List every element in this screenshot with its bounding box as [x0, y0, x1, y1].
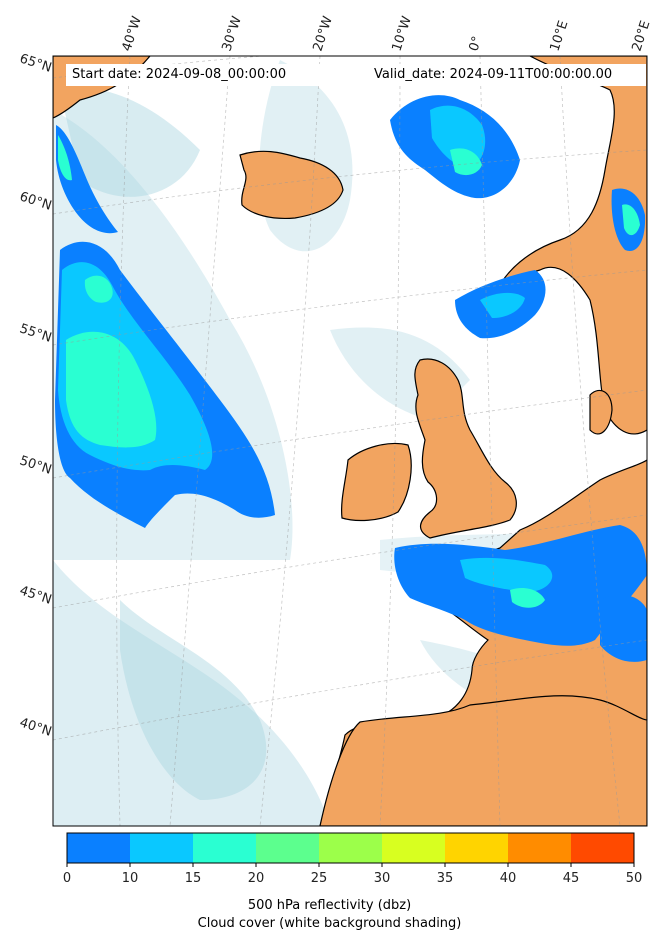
colorbar-segment — [67, 833, 131, 863]
reflectivity-field — [55, 95, 647, 662]
land-great-britain — [414, 358, 517, 539]
colorbar-tick-label: 30 — [374, 871, 391, 886]
longitude-labels: 40°W 30°W 20°W 10°W 0° 10°E 20°E — [120, 14, 654, 53]
lat-label: 55°N — [18, 321, 54, 345]
lon-label: 30°W — [220, 14, 245, 53]
colorbar-segment — [571, 833, 635, 863]
latitude-labels: 65°N 60°N 55°N 50°N 45°N 40°N — [18, 51, 54, 739]
colorbar-tick-label: 10 — [122, 871, 139, 886]
colorbar-segment — [256, 833, 320, 863]
colorbar-label-reflectivity: 500 hPa reflectivity (dbz) — [247, 898, 412, 913]
colorbar-tick-label: 45 — [563, 871, 580, 886]
colorbar-label-cloud-cover: Cloud cover (white background shading) — [197, 916, 462, 931]
lon-label: 20°W — [311, 14, 336, 53]
colorbar-segment — [319, 833, 383, 863]
lat-label: 40°N — [18, 715, 54, 739]
colorbar-tick-label: 40 — [500, 871, 517, 886]
colorbar-frame — [66, 832, 635, 864]
colorbar-segment — [193, 833, 257, 863]
colorbar-tick-label: 50 — [626, 871, 643, 886]
colorbar-tick-label: 20 — [248, 871, 265, 886]
colorbar-segment — [130, 833, 194, 863]
colorbar-tick-label: 25 — [311, 871, 328, 886]
colorbar-tick-label: 0 — [63, 871, 71, 886]
lon-label: 20°E — [630, 19, 654, 53]
map-area — [53, 56, 647, 826]
lat-label: 65°N — [18, 51, 54, 75]
colorbar-segment — [445, 833, 509, 863]
valid-date-label: Valid_date: 2024-09-11T00:00:00.00 — [368, 64, 646, 86]
lon-label: 0° — [467, 35, 486, 54]
colorbar-tick-label: 15 — [185, 871, 202, 886]
map-frame — [52, 55, 648, 827]
lat-label: 60°N — [18, 189, 54, 213]
colorbar-segment — [508, 833, 572, 863]
land-iceland — [239, 150, 344, 220]
colorbar-tick-label: 35 — [437, 871, 454, 886]
colorbar: 0 10 15 20 25 30 35 40 45 50 — [63, 832, 643, 886]
lat-label: 50°N — [18, 453, 54, 477]
lon-label: 40°W — [120, 14, 145, 53]
graticule — [53, 56, 647, 826]
lon-label: 10°W — [390, 14, 415, 53]
lon-label: 10°E — [548, 19, 572, 53]
land-denmark — [589, 389, 613, 435]
colorbar-segment — [382, 833, 446, 863]
land-iberia-shade — [319, 695, 647, 826]
lat-label: 45°N — [18, 583, 54, 607]
start-date-label: Start date: 2024-09-08_00:00:00 — [66, 64, 350, 86]
